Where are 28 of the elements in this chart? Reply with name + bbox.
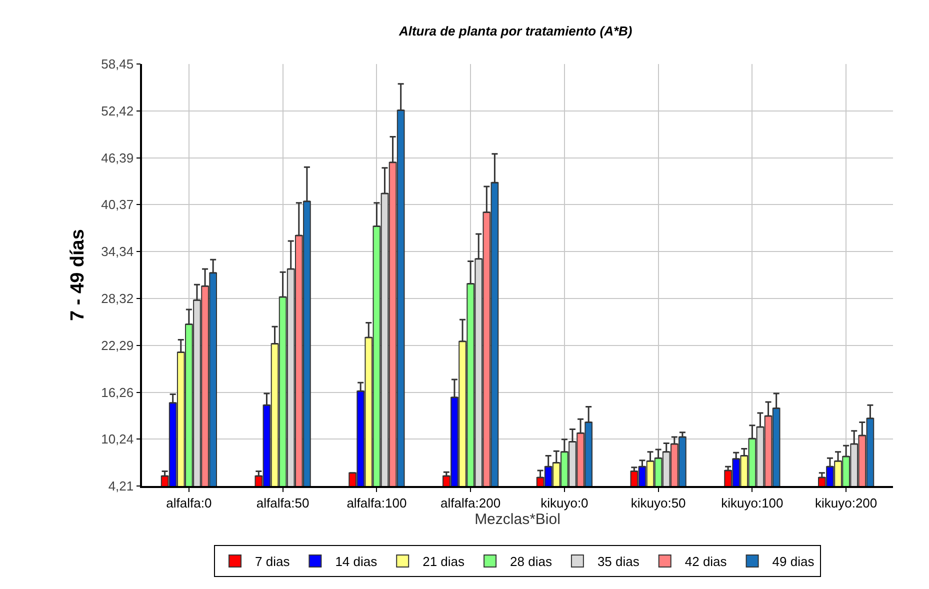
x-tick-label: kikuyo:0 xyxy=(540,495,588,510)
y-tick-label: 58,45 xyxy=(101,56,134,72)
x-tick-label: alfalfa:100 xyxy=(346,495,407,510)
legend-label: 7 dias xyxy=(255,554,290,570)
y-tick-label: 16,26 xyxy=(101,384,134,400)
legend-label: 35 dias xyxy=(597,554,640,570)
x-tick-label: alfalfa:200 xyxy=(440,495,501,510)
y-tick-label: 4,21 xyxy=(108,478,134,494)
y-tick-label: 28,32 xyxy=(101,290,134,306)
y-tick-label: 22,29 xyxy=(101,338,134,353)
x-tick-label: kikuyo:100 xyxy=(721,495,784,510)
chart-title: Altura de planta por tratamiento (A*B) xyxy=(398,24,632,39)
y-axis-title: 7 - 49 días xyxy=(67,229,88,321)
x-axis-title: Mezclas*Biol xyxy=(474,510,560,528)
y-tick-label: 46,39 xyxy=(101,150,134,166)
legend-label: 28 dias xyxy=(510,554,552,570)
y-tick-label: 40,37 xyxy=(101,197,134,212)
legend-label: 49 dias xyxy=(772,554,815,570)
x-tick-label: alfalfa:0 xyxy=(166,495,212,510)
y-tick-label: 10,24 xyxy=(101,432,134,447)
x-tick-label: kikuyo:50 xyxy=(630,495,686,510)
legend-label: 42 dias xyxy=(684,554,728,570)
x-tick-label: alfalfa:50 xyxy=(256,495,310,510)
y-tick-label: 52,42 xyxy=(101,103,134,118)
y-tick-label: 34,34 xyxy=(101,244,134,260)
legend-label: 21 dias xyxy=(422,554,466,570)
x-tick-label: kikuyo:200 xyxy=(814,495,878,510)
legend-label: 14 dias xyxy=(335,554,378,570)
